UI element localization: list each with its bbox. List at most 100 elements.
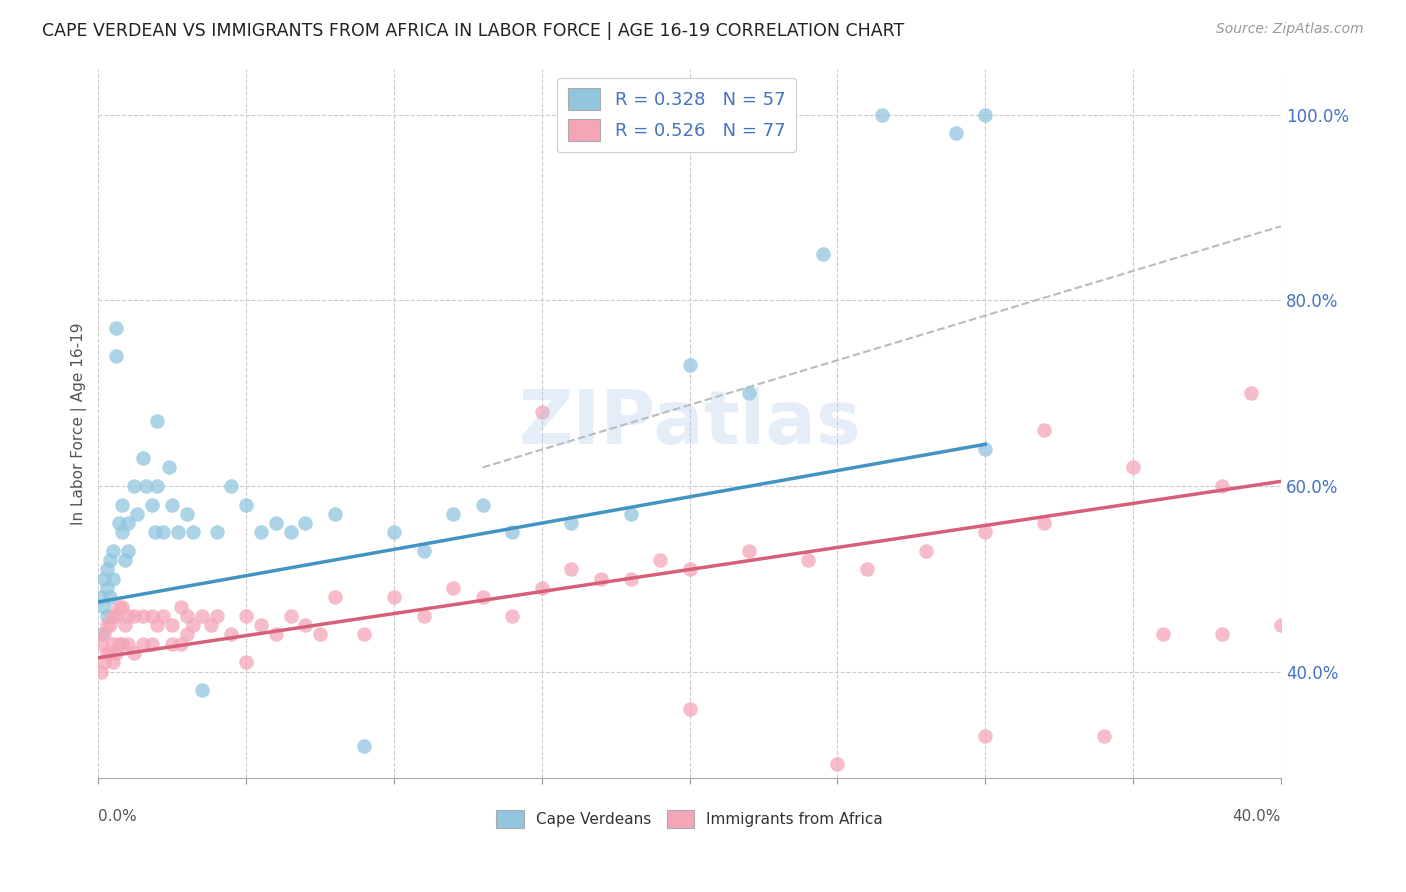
Point [811,247,834,261]
Point [589,572,612,586]
Point [280,525,302,540]
Point [235,498,257,512]
Point [105,321,128,335]
Point [98,553,121,567]
Point [353,627,375,641]
Point [501,525,523,540]
Point [856,562,879,576]
Text: CAPE VERDEAN VS IMMIGRANTS FROM AFRICA IN LABOR FORCE | AGE 16-19 CORRELATION CH: CAPE VERDEAN VS IMMIGRANTS FROM AFRICA I… [42,22,904,40]
Point [221,627,243,641]
Point [309,627,332,641]
Point [141,608,163,623]
Point [797,553,820,567]
Point [181,618,204,632]
Point [870,108,893,122]
Point [648,553,671,567]
Point [152,608,174,623]
Point [111,525,134,540]
Point [170,599,193,614]
Point [1211,627,1233,641]
Point [1092,730,1115,744]
Point [1033,423,1056,437]
Point [114,553,136,567]
Point [90,591,112,605]
Point [235,655,257,669]
Point [117,544,139,558]
Point [122,479,145,493]
Point [294,618,316,632]
Point [264,627,287,641]
Point [96,562,118,576]
Point [1122,460,1144,475]
Point [96,646,118,660]
Point [738,386,761,401]
Point [974,730,997,744]
Point [235,608,257,623]
Point [679,359,702,373]
Point [93,599,115,614]
Point [619,572,641,586]
Point [93,572,115,586]
Point [162,637,184,651]
Point [98,618,121,632]
Point [176,608,198,623]
Point [98,646,121,660]
Point [560,562,582,576]
Point [157,460,180,475]
Point [146,479,169,493]
Point [181,525,204,540]
Point [441,507,464,521]
Point [412,544,434,558]
Point [111,637,134,651]
Point [191,608,214,623]
Point [441,581,464,595]
Point [1033,516,1056,530]
Point [471,498,494,512]
Point [101,544,124,558]
Point [827,757,849,772]
Point [131,608,153,623]
Point [108,637,131,651]
Point [205,608,228,623]
Legend: Cape Verdeans, Immigrants from Africa: Cape Verdeans, Immigrants from Africa [491,804,889,834]
Point [619,507,641,521]
Point [96,581,118,595]
Point [250,618,273,632]
Point [93,627,115,641]
Text: 40.0%: 40.0% [1233,809,1281,824]
Point [1270,618,1292,632]
Point [280,608,302,623]
Point [101,655,124,669]
Point [101,608,124,623]
Point [382,591,405,605]
Point [96,618,118,632]
Point [108,516,131,530]
Point [141,637,163,651]
Point [117,516,139,530]
Point [915,544,938,558]
Point [501,608,523,623]
Point [294,516,316,530]
Point [90,665,112,679]
Point [945,127,967,141]
Point [101,572,124,586]
Point [105,646,128,660]
Point [221,479,243,493]
Point [974,525,997,540]
Point [170,637,193,651]
Point [98,591,121,605]
Point [105,608,128,623]
Point [114,618,136,632]
Point [105,349,128,363]
Point [176,627,198,641]
Point [162,498,184,512]
Point [471,591,494,605]
Point [176,507,198,521]
Point [101,637,124,651]
Point [560,516,582,530]
Point [146,414,169,428]
Point [135,479,157,493]
Point [131,637,153,651]
Point [131,451,153,466]
Point [146,618,169,632]
